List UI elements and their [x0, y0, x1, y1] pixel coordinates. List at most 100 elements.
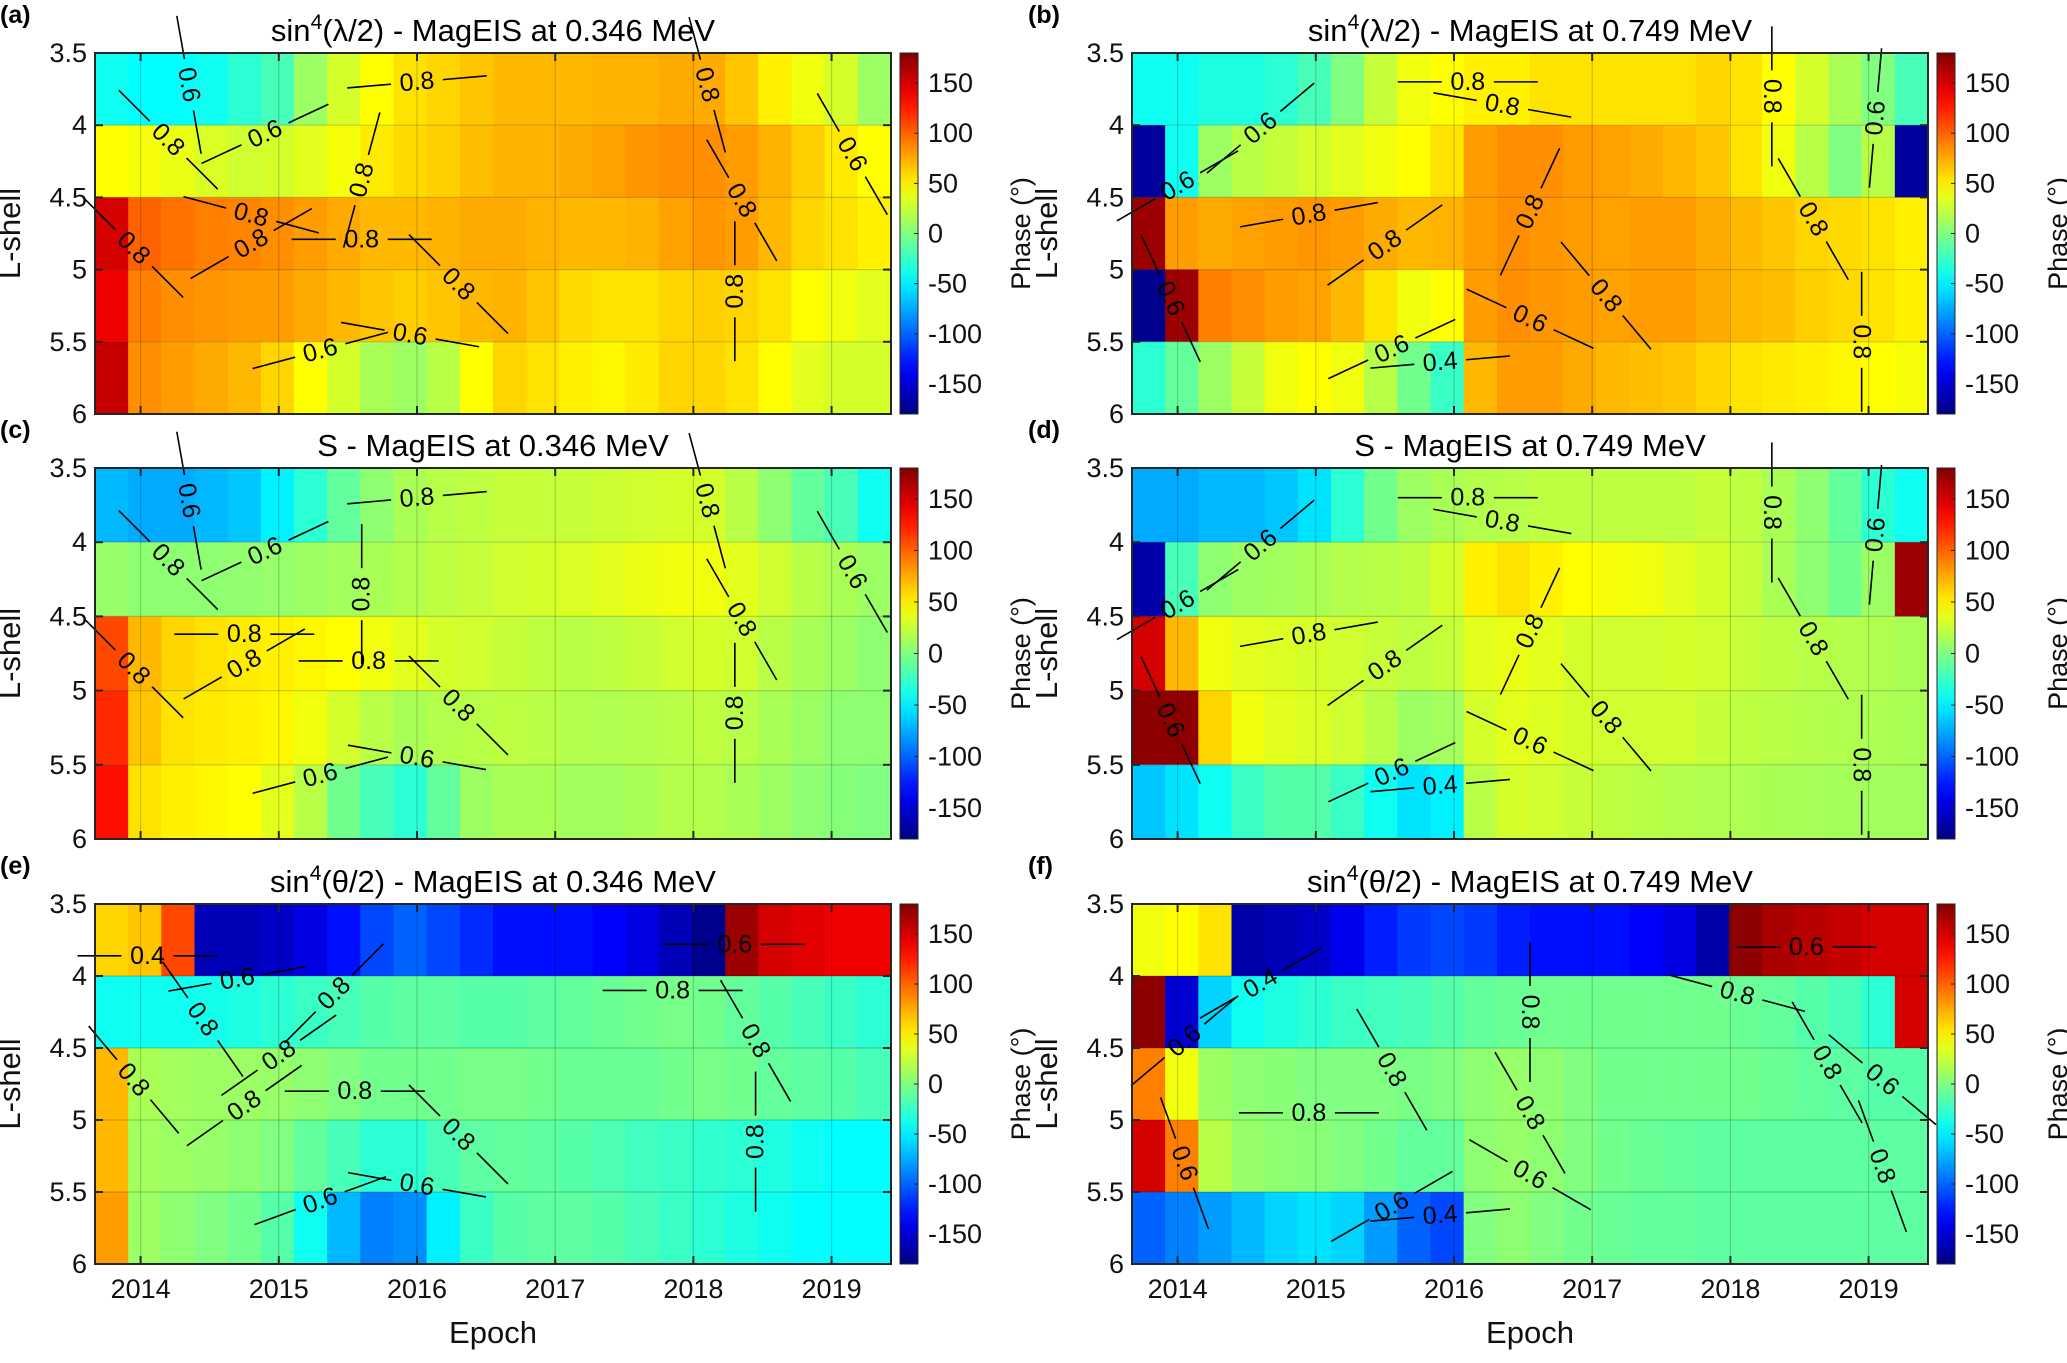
colorbar-label: Phase (°)	[2043, 597, 2067, 710]
heatmap-cell	[227, 468, 262, 543]
heatmap-cell	[692, 616, 726, 691]
heatmap-cell	[1695, 341, 1730, 414]
contour-line	[1199, 995, 1239, 1019]
heatmap-cell	[1496, 616, 1531, 691]
contour-label: 0.8	[1848, 747, 1876, 782]
heatmap-cell	[95, 904, 129, 976]
heatmap-cell	[360, 53, 395, 126]
heatmap-cell	[1430, 690, 1465, 765]
contour-label: 0.8	[1483, 505, 1522, 539]
heatmap-cell	[857, 764, 892, 839]
heatmap-cell	[658, 1192, 693, 1264]
contour-line	[1499, 654, 1520, 696]
heatmap-cell	[592, 269, 627, 342]
y-tick-label: 4	[1109, 110, 1124, 140]
heatmap-cell	[1828, 197, 1863, 270]
colorbar-tick-label: 150	[928, 68, 973, 98]
x-tick-label: 2018	[663, 1274, 723, 1304]
heatmap-cell	[725, 1120, 760, 1192]
heatmap-cell	[1496, 197, 1531, 270]
heatmap-cell	[1430, 197, 1465, 270]
heatmap-cell	[658, 197, 693, 270]
heatmap-cell	[1331, 1120, 1365, 1192]
heatmap-cell	[1364, 904, 1399, 976]
heatmap-cell	[791, 468, 826, 543]
heatmap-cell	[1165, 976, 1200, 1048]
heatmap-cell	[194, 53, 229, 126]
contour-line	[1762, 999, 1806, 1013]
heatmap-cell	[1828, 616, 1863, 691]
x-tick-label: 2014	[1148, 1274, 1208, 1304]
heatmap-cell	[1530, 976, 1564, 1048]
heatmap-cell	[393, 1192, 428, 1264]
y-axis-label: L-shell	[0, 1038, 27, 1129]
colorbar-tick-label: -50	[1965, 1119, 2004, 1149]
heatmap-cell	[493, 542, 527, 617]
heatmap-cell	[327, 1048, 362, 1120]
heatmap-cell	[1165, 125, 1200, 198]
contour-line	[1192, 1187, 1210, 1230]
y-tick-label: 5.5	[1086, 1177, 1124, 1207]
heatmap-cell	[128, 1192, 163, 1264]
axes-frame	[1131, 52, 1929, 415]
heatmap-cell	[1297, 764, 1332, 839]
heatmap-cell	[1331, 542, 1365, 617]
contour-line	[345, 756, 389, 770]
heatmap-cell	[1662, 542, 1697, 617]
heatmap-cell	[1364, 542, 1399, 617]
heatmap-cell	[824, 197, 859, 270]
x-axis-label: Epoch	[1486, 1315, 1574, 1350]
heatmap-cell	[1729, 1120, 1763, 1192]
heatmap-cell	[260, 1192, 295, 1264]
heatmap-cell	[625, 197, 660, 270]
heatmap-cell	[1331, 1048, 1365, 1120]
heatmap-cell	[1397, 542, 1432, 617]
heatmap-cell	[1231, 197, 1266, 270]
heatmap-cell	[1894, 976, 1929, 1048]
heatmap-cell	[857, 269, 892, 342]
contour-label: 0.6	[391, 318, 430, 352]
heatmap-cell	[1331, 904, 1365, 976]
heatmap-cell	[758, 616, 793, 691]
heatmap-cell	[1132, 616, 1166, 691]
heatmap-cell	[161, 1048, 196, 1120]
heatmap-cell	[1463, 904, 1498, 976]
contour-label: 0.8	[1516, 995, 1544, 1030]
contour-line	[1330, 1218, 1370, 1243]
heatmap-cell	[360, 976, 395, 1048]
heatmap-cell	[1596, 468, 1631, 543]
heatmap-cell	[294, 542, 328, 617]
heatmap-cell	[426, 1120, 461, 1192]
contour-label: 0.8	[1289, 617, 1328, 651]
heatmap-cell	[1430, 269, 1465, 342]
contour-line	[1140, 656, 1161, 698]
contour-line	[1876, 464, 1883, 509]
heatmap-cell	[725, 1192, 760, 1264]
colorbar: 150 100 50 0 -50 -100 -150 Phase (°)	[1936, 903, 2067, 1265]
contour-line	[151, 265, 184, 299]
heatmap-cell	[1894, 542, 1929, 617]
heatmap-cell	[1231, 125, 1266, 198]
heatmap-cell	[592, 616, 627, 691]
heatmap-cell	[1264, 616, 1299, 691]
heatmap-cell	[1629, 616, 1664, 691]
heatmap-cell	[1463, 690, 1498, 765]
heatmap-cell	[1297, 341, 1332, 414]
heatmap-cell	[526, 616, 561, 691]
heatmap-cell	[592, 690, 627, 765]
contour-label: 0.6	[717, 930, 752, 958]
heatmap-cell	[1894, 1120, 1929, 1192]
contour-line	[1466, 710, 1507, 731]
heatmap-cell	[260, 1120, 295, 1192]
panel-label: (e)	[0, 852, 31, 880]
heatmap-cell	[592, 1192, 627, 1264]
heatmap-cell	[327, 197, 362, 270]
heatmap-cell	[260, 976, 295, 1048]
heatmap-cell	[1397, 269, 1432, 342]
panel-c: 0.60.60.80.80.80.80.8 0.8 0.80.80.6 0.60.80…	[0, 416, 1036, 854]
heatmap-cell	[625, 616, 660, 691]
heatmap-cell	[1496, 1120, 1531, 1192]
heatmap-cell	[1629, 690, 1664, 765]
heatmap-cell	[1231, 904, 1266, 976]
heatmap-cell	[1629, 904, 1664, 976]
